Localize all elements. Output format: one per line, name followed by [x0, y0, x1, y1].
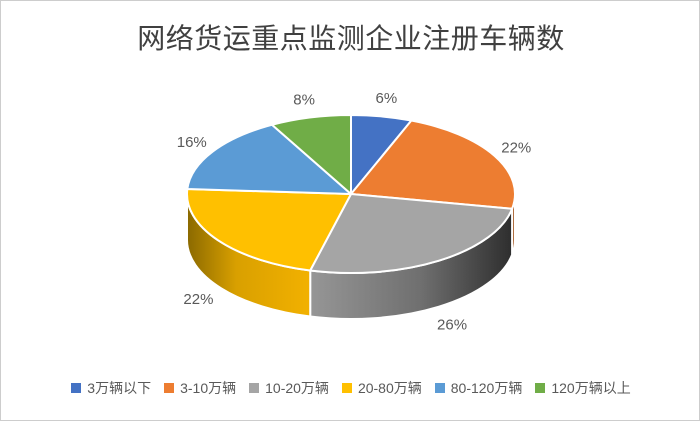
legend-item-0: 3万辆以下 — [71, 378, 151, 398]
chart-title: 网络货运重点监测企业注册车辆数 — [137, 23, 565, 54]
pie-data-labels: 6% 22% 26% 22% 16% 8% — [177, 90, 532, 333]
legend-label-1: 3-10万辆 — [180, 380, 237, 396]
legend-label-5: 120万辆以上 — [551, 380, 631, 396]
pie-slice-4 — [186, 123, 352, 195]
legend-swatch-5 — [535, 383, 546, 393]
pie-top-slices — [186, 114, 516, 274]
data-label-0: 6% — [375, 90, 397, 107]
pie-slice-3 — [186, 188, 352, 272]
legend-item-3: 20-80万辆 — [341, 378, 422, 398]
chart-legend: 3万辆以下 3-10万辆 10-20万辆 20-80万辆 80-120万辆 120万辆以上 — [1, 378, 699, 398]
legend-swatch-1 — [164, 383, 175, 393]
pie-slice-1 — [350, 119, 516, 210]
legend-label-0: 3万辆以下 — [87, 380, 152, 396]
legend-swatch-3 — [341, 383, 352, 393]
legend-swatch-2 — [249, 383, 260, 393]
data-label-4: 16% — [177, 134, 207, 151]
legend-item-2: 10-20万辆 — [249, 378, 329, 398]
legend-swatch-0 — [71, 383, 82, 393]
data-label-5: 8% — [293, 91, 315, 108]
legend-label-2: 10-20万辆 — [265, 380, 329, 396]
legend-item-1: 3-10万辆 — [164, 378, 236, 398]
data-label-2: 26% — [437, 316, 467, 333]
data-label-3: 22% — [183, 291, 213, 308]
legend-item-5: 120万辆以上 — [535, 378, 631, 398]
legend-item-4: 80-120万辆 — [434, 378, 523, 398]
legend-label-4: 80-120万辆 — [450, 380, 523, 396]
legend-swatch-4 — [434, 383, 445, 393]
pie-slice-5 — [270, 114, 352, 195]
legend-label-3: 20-80万辆 — [357, 380, 422, 396]
pie-slice-2 — [309, 193, 514, 274]
data-label-1: 22% — [501, 139, 531, 156]
